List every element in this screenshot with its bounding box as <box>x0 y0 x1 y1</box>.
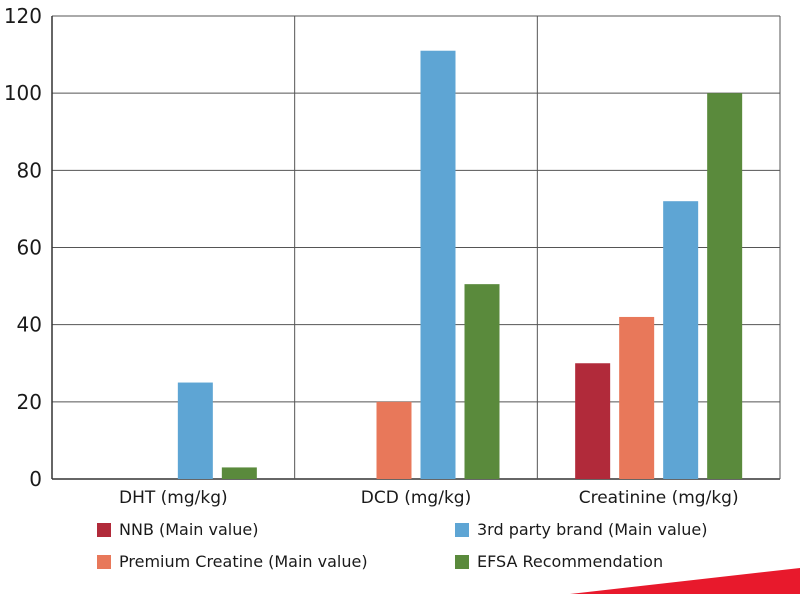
y-tick-label: 60 <box>17 236 42 260</box>
x-tick-labels: DHT (mg/kg) DCD (mg/kg) Creatinine (mg/kg) <box>119 488 739 508</box>
x-tick-label: DCD (mg/kg) <box>361 488 471 508</box>
bar <box>707 93 743 480</box>
legend-swatch <box>97 554 111 569</box>
bar <box>619 316 655 479</box>
legend-item-premium: Premium Creatine (Main value) <box>97 552 455 571</box>
legend-item-3rd-party: 3rd party brand (Main value) <box>455 520 785 539</box>
legend-swatch <box>97 522 111 537</box>
bar <box>420 50 456 479</box>
bar <box>221 467 257 479</box>
y-tick-label: 120 <box>4 4 42 28</box>
legend-label: Premium Creatine (Main value) <box>119 552 368 571</box>
legend-item-nnb: NNB (Main value) <box>97 520 455 539</box>
x-tick-label: Creatinine (mg/kg) <box>579 488 739 508</box>
bars <box>177 50 743 480</box>
legend-label: 3rd party brand (Main value) <box>477 520 708 539</box>
y-tick-label: 80 <box>17 158 42 182</box>
gridlines <box>51 15 781 480</box>
legend-swatch <box>455 522 469 537</box>
legend-item-efsa: EFSA Recommendation <box>455 552 785 571</box>
y-tick-label: 0 <box>29 467 42 491</box>
legend-label: EFSA Recommendation <box>477 552 664 571</box>
legend-label: NNB (Main value) <box>119 520 259 539</box>
bar <box>376 401 412 479</box>
corner-accent-shape <box>570 568 800 594</box>
y-tick-label: 20 <box>17 390 42 414</box>
x-tick-label: DHT (mg/kg) <box>119 488 228 508</box>
bar <box>177 382 213 479</box>
bar <box>464 284 500 479</box>
legend: NNB (Main value) 3rd party brand (Main v… <box>97 520 785 571</box>
y-tick-label: 100 <box>4 81 42 105</box>
bar <box>575 363 611 479</box>
y-tick-labels: 0 20 40 60 80 100 120 <box>4 4 42 491</box>
bar <box>663 201 699 479</box>
y-tick-label: 40 <box>17 313 42 337</box>
legend-swatch <box>455 554 469 569</box>
